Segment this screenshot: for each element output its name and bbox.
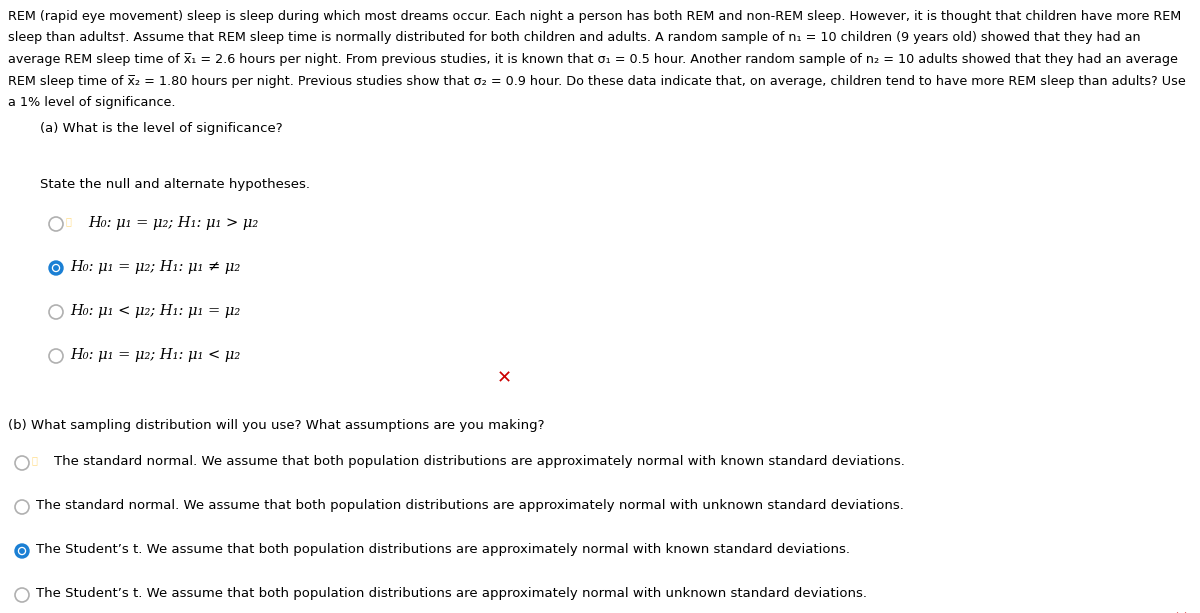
Text: 🔑: 🔑 xyxy=(66,216,72,226)
Text: The standard normal. We assume that both population distributions are approximat: The standard normal. We assume that both… xyxy=(54,455,905,468)
Text: a 1% level of significance.: a 1% level of significance. xyxy=(8,96,175,109)
Text: 🔑: 🔑 xyxy=(32,455,38,465)
Text: H₀: μ₁ = μ₂; H₁: μ₁ ≠ μ₂: H₀: μ₁ = μ₂; H₁: μ₁ ≠ μ₂ xyxy=(70,260,240,274)
Text: REM (rapid eye movement) sleep is sleep during which most dreams occur. Each nig: REM (rapid eye movement) sleep is sleep … xyxy=(8,10,1181,23)
Text: ✕: ✕ xyxy=(1174,610,1189,613)
Text: The standard normal. We assume that both population distributions are approximat: The standard normal. We assume that both… xyxy=(36,499,904,512)
Text: The Student’s t. We assume that both population distributions are approximately : The Student’s t. We assume that both pop… xyxy=(36,543,850,556)
Circle shape xyxy=(49,217,64,231)
Circle shape xyxy=(19,549,24,553)
Circle shape xyxy=(18,547,25,555)
Circle shape xyxy=(14,500,29,514)
Circle shape xyxy=(54,266,59,270)
Circle shape xyxy=(14,456,29,470)
Circle shape xyxy=(49,305,64,319)
Circle shape xyxy=(14,588,29,602)
Text: (a) What is the level of significance?: (a) What is the level of significance? xyxy=(40,122,283,135)
Circle shape xyxy=(49,261,64,275)
Text: ✕: ✕ xyxy=(497,369,512,387)
Text: State the null and alternate hypotheses.: State the null and alternate hypotheses. xyxy=(40,178,310,191)
Text: H₀: μ₁ < μ₂; H₁: μ₁ = μ₂: H₀: μ₁ < μ₂; H₁: μ₁ = μ₂ xyxy=(70,304,240,318)
Circle shape xyxy=(14,544,29,558)
Text: average REM sleep time of x̅₁ = 2.6 hours per night. From previous studies, it i: average REM sleep time of x̅₁ = 2.6 hour… xyxy=(8,53,1178,66)
Circle shape xyxy=(53,264,60,272)
Text: The Student’s t. We assume that both population distributions are approximately : The Student’s t. We assume that both pop… xyxy=(36,587,866,600)
Text: (b) What sampling distribution will you use? What assumptions are you making?: (b) What sampling distribution will you … xyxy=(8,419,545,432)
Text: H₀: μ₁ = μ₂; H₁: μ₁ < μ₂: H₀: μ₁ = μ₂; H₁: μ₁ < μ₂ xyxy=(70,348,240,362)
Circle shape xyxy=(49,349,64,363)
Text: sleep than adults†. Assume that REM sleep time is normally distributed for both : sleep than adults†. Assume that REM slee… xyxy=(8,31,1141,45)
Text: H₀: μ₁ = μ₂; H₁: μ₁ > μ₂: H₀: μ₁ = μ₂; H₁: μ₁ > μ₂ xyxy=(88,216,258,230)
Text: REM sleep time of x̅₂ = 1.80 hours per night. Previous studies show that σ₂ = 0.: REM sleep time of x̅₂ = 1.80 hours per n… xyxy=(8,75,1186,88)
